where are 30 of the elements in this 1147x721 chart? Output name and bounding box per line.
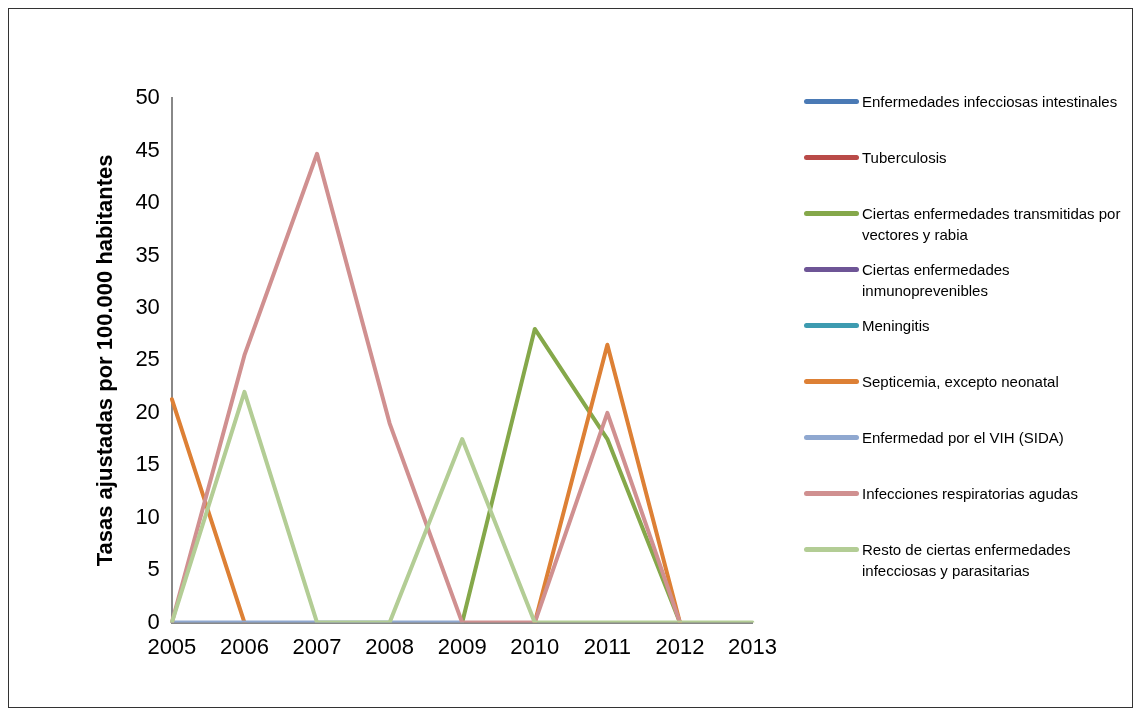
x-tick-label: 2010 [510,633,560,659]
x-tick-label: 2013 [728,633,778,659]
y-tick-label: 0 [147,608,160,634]
x-tick-label: 2011 [583,633,632,659]
legend-label: Enfermedad por el VIH (SIDA) [862,428,1064,448]
y-tick-label: 50 [135,84,160,110]
x-tick-label: 2009 [437,633,487,659]
y-tick-label: 35 [135,241,160,267]
legend-label: Tuberculosis [862,148,947,168]
y-tick-label: 30 [135,294,160,320]
y-tick-label: 5 [147,556,160,582]
y-tick-label: 45 [135,136,160,162]
x-tick-label: 2007 [292,633,342,659]
y-tick-label: 25 [135,346,160,372]
y-tick-label: 10 [135,503,160,529]
legend-label: Meningitis [862,316,930,336]
x-tick-label: 2006 [219,633,269,659]
legend-label: Infecciones respiratorias agudas [862,484,1078,504]
legend-label: Ciertas enfermedades inmunoprevenibles [862,260,1011,301]
y-tick-label: 15 [135,451,160,477]
legend-label: Ciertas enfermedades transmitidas por vectores y rabia [862,204,1122,245]
legend-label: Septicemia, excepto neonatal [862,372,1059,392]
x-tick-label: 2012 [655,633,705,659]
y-axis-title: Tasas ajustadas por 100.000 habitantes [92,154,118,567]
x-tick-label: 2008 [365,633,415,659]
legend-label: Resto de ciertas enfermedades infecciosas y parasitarias [862,540,1072,581]
x-tick-label: 2005 [147,633,197,659]
y-tick-label: 20 [135,398,160,424]
y-tick-label: 40 [135,189,160,215]
legend-label: Enfermedades infecciosas intestinales [862,92,1118,112]
